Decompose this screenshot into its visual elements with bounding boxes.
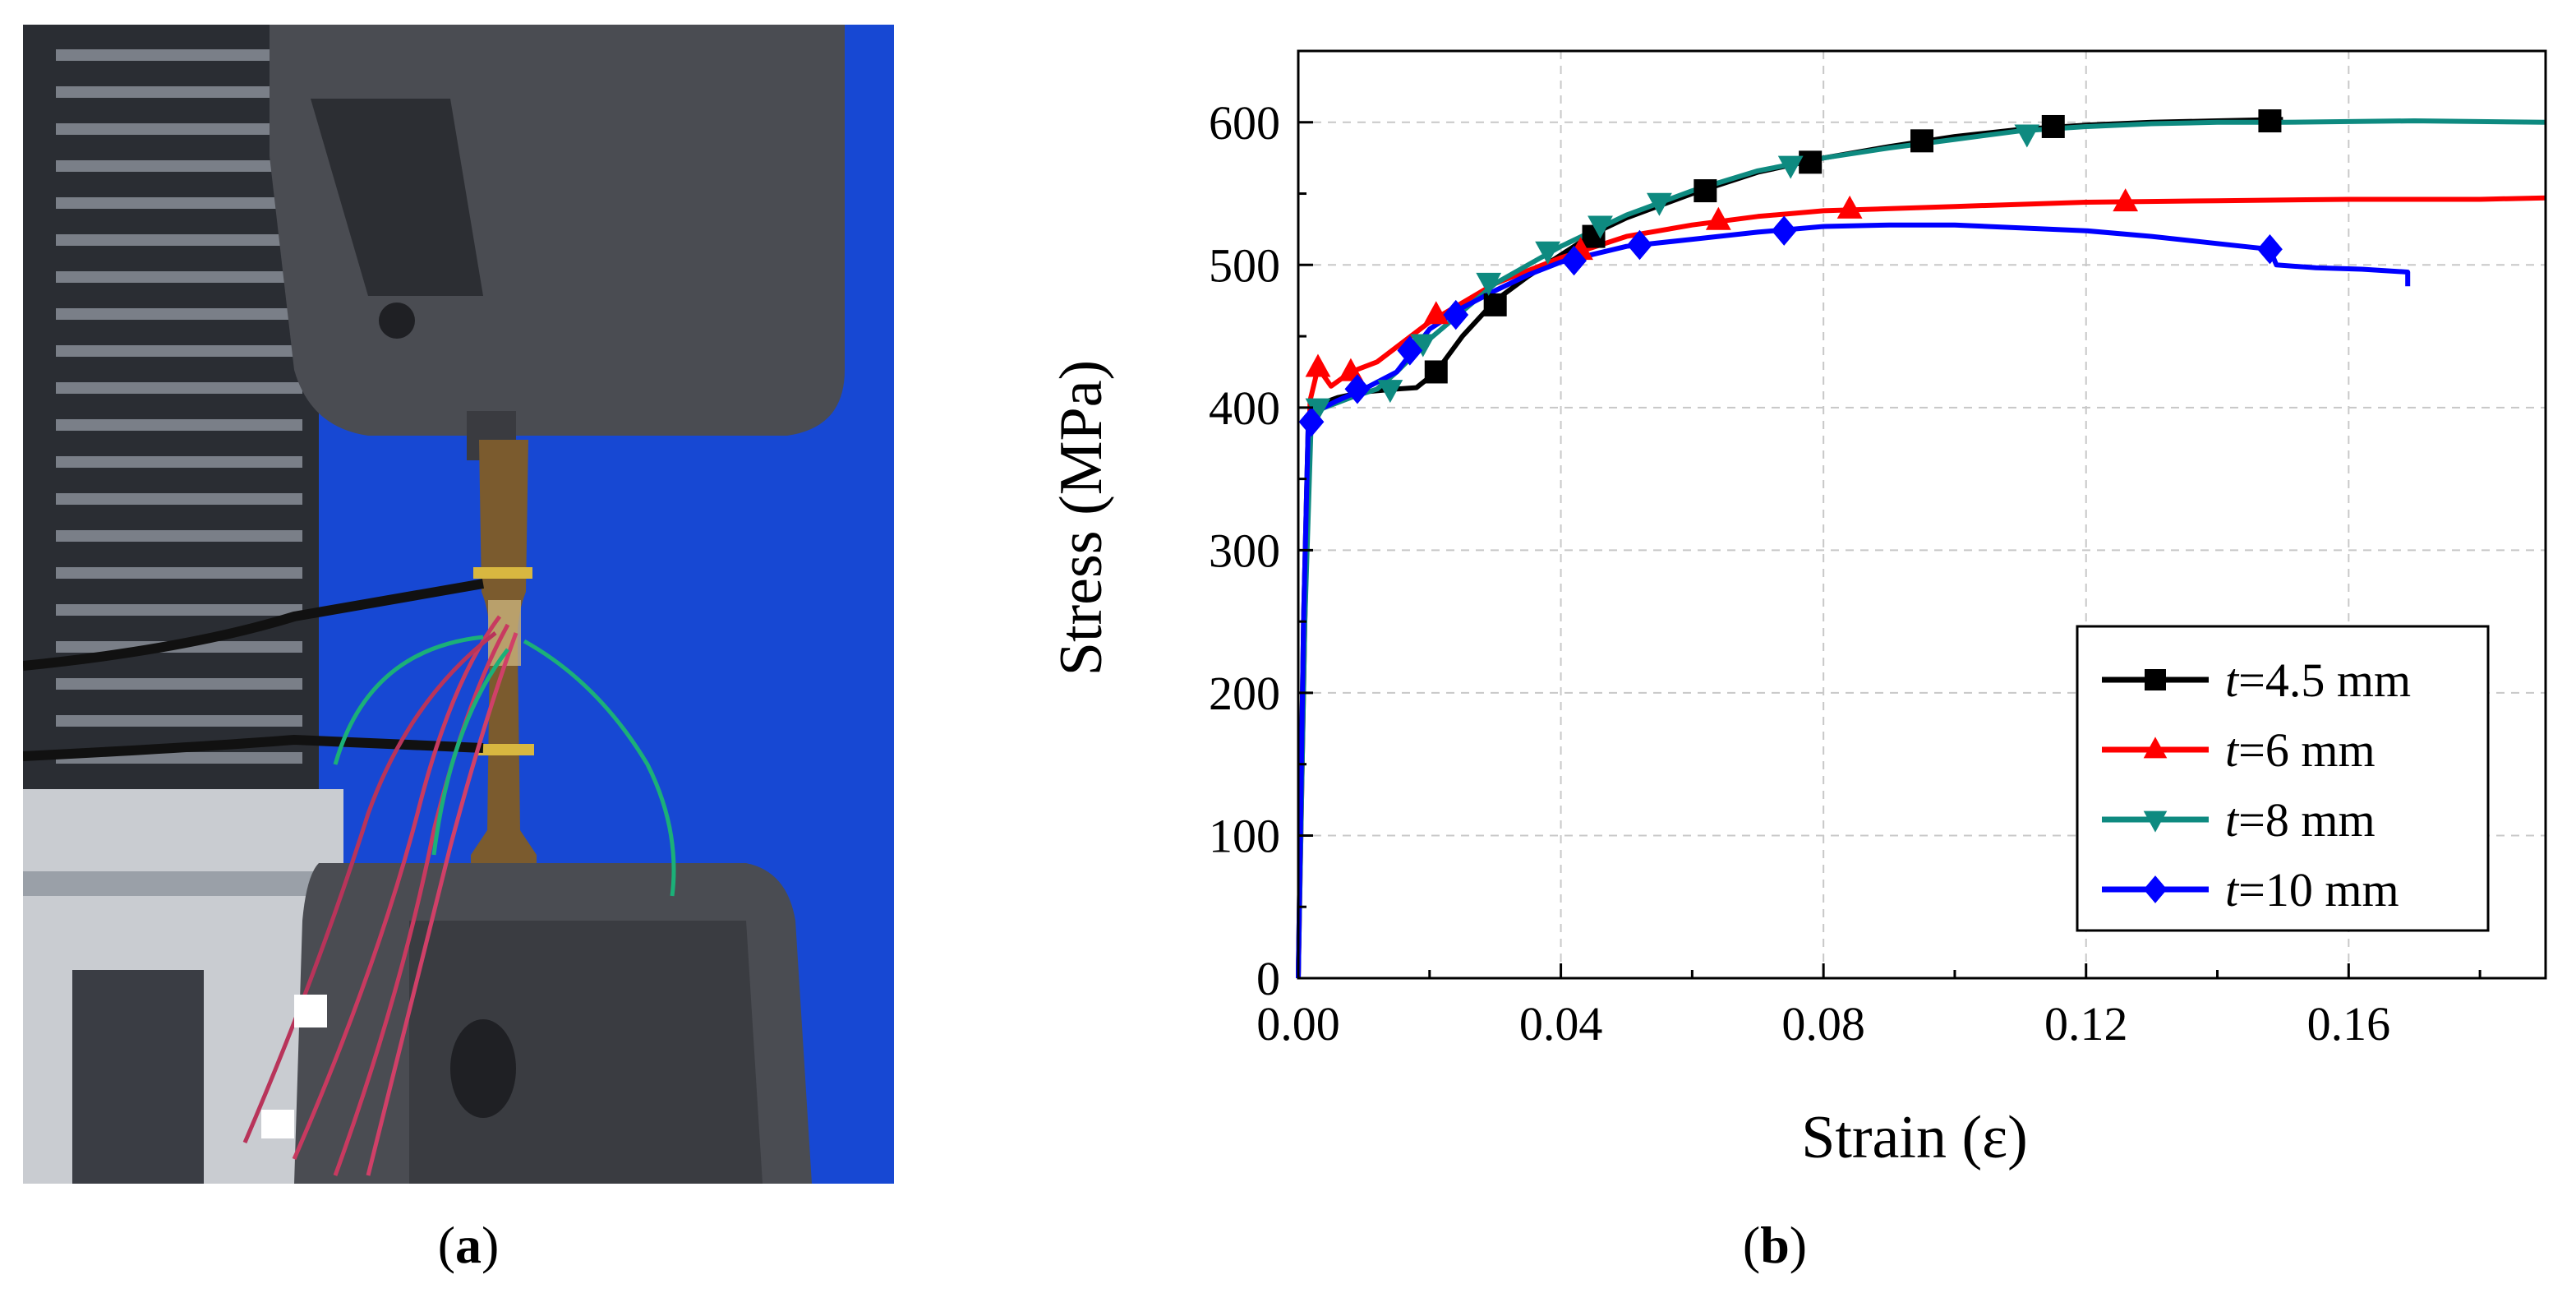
grid-lines xyxy=(1298,51,2546,978)
caption-b-letter: b xyxy=(1760,1216,1790,1274)
extensometer-cable xyxy=(23,579,485,671)
series-2-marker xyxy=(1836,195,1863,219)
series-4-marker xyxy=(1627,229,1652,261)
series-3-marker xyxy=(1647,192,1672,216)
legend-label: t=4.5 mm xyxy=(2225,653,2411,707)
gauge-lead-wires xyxy=(242,615,676,1176)
series-markers xyxy=(1298,109,2283,437)
y-axis-label: Stress (MPa) xyxy=(1048,360,1115,676)
series-4-marker xyxy=(1771,215,1797,246)
series-1-marker xyxy=(2041,114,2065,138)
series-1-marker xyxy=(1694,179,1717,203)
legend-label: t=6 mm xyxy=(2225,723,2376,777)
series-3-marker xyxy=(1588,215,1613,239)
x-tick-label: 0.08 xyxy=(1781,997,1865,1051)
series-2-marker xyxy=(2113,188,2139,212)
series-3-marker xyxy=(1410,334,1436,358)
legend: t=4.5 mm t=6 mm t=8 mm t=10 mm xyxy=(2076,625,2490,932)
series-4-marker xyxy=(1561,245,1587,276)
y-tick-label: 200 xyxy=(1209,667,1280,720)
series-3-marker xyxy=(1305,398,1331,422)
series-2-marker xyxy=(1305,353,1331,377)
caption-a-letter: a xyxy=(455,1216,482,1274)
series-1-marker xyxy=(1483,293,1507,316)
x-tick-label: 0.04 xyxy=(1519,997,1603,1051)
legend-swatch-marker xyxy=(2143,810,2168,833)
legend-entry-3: t=8 mm xyxy=(2102,793,2376,847)
plot-frame xyxy=(1297,49,2547,980)
axes xyxy=(1297,49,2547,980)
caption-a: (a) xyxy=(437,1216,500,1274)
series-3-marker xyxy=(2014,124,2040,148)
legend-label: t=8 mm xyxy=(2225,793,2376,847)
series-2-marker xyxy=(1705,206,1731,230)
y-tick-label: 500 xyxy=(1209,238,1280,292)
series-4-marker xyxy=(1443,299,1469,330)
series-3-marker xyxy=(1377,380,1403,404)
series-1-marker xyxy=(1799,150,1823,174)
series-2-marker xyxy=(1423,301,1449,325)
y-tick-label: 0 xyxy=(1256,952,1280,1005)
y-tick-label: 400 xyxy=(1209,381,1280,435)
series-1-marker xyxy=(1910,129,1933,153)
y-tick-label: 600 xyxy=(1209,96,1280,150)
tick-labels: 0.00 0.04 0.08 0.12 0.16 0 100 200 300 400 500 600 xyxy=(1209,96,2390,1051)
series-3-marker xyxy=(1777,155,1804,179)
series-3-marker xyxy=(1476,272,1502,296)
tensile-test-photo-icon xyxy=(23,25,894,1184)
legend-entry-2: t=6 mm xyxy=(2102,723,2376,777)
series-4-marker xyxy=(1344,374,1371,404)
series-3-marker xyxy=(1535,241,1560,265)
x-tick-label: 0.16 xyxy=(2307,997,2391,1051)
x-axis-label: Strain (ε) xyxy=(1801,1104,2028,1171)
legend-swatch-marker xyxy=(2143,737,2168,759)
legend-label: t=10 mm xyxy=(2225,863,2399,917)
legend-entry-4: t=10 mm xyxy=(2102,863,2399,917)
series-1-marker xyxy=(2258,109,2282,133)
series-4-marker xyxy=(1298,407,1325,437)
tensile-test-photo xyxy=(23,25,894,1184)
x-tick-label: 0.00 xyxy=(1256,997,1340,1051)
x-tick-label: 0.12 xyxy=(2044,997,2128,1051)
steel-specimen xyxy=(471,440,537,921)
legend-entry-1: t=4.5 mm xyxy=(2102,653,2411,707)
y-tick-label: 300 xyxy=(1209,524,1280,577)
legend-swatch-marker xyxy=(2143,875,2168,903)
louver-slats xyxy=(56,49,302,764)
series-4-marker xyxy=(2257,234,2283,265)
caption-b: (b) xyxy=(1742,1216,1808,1274)
legend-swatch-marker xyxy=(2145,669,2166,690)
series-1-marker xyxy=(1424,360,1448,384)
y-tick-label: 100 xyxy=(1209,809,1280,862)
series-4-marker xyxy=(1397,335,1423,366)
